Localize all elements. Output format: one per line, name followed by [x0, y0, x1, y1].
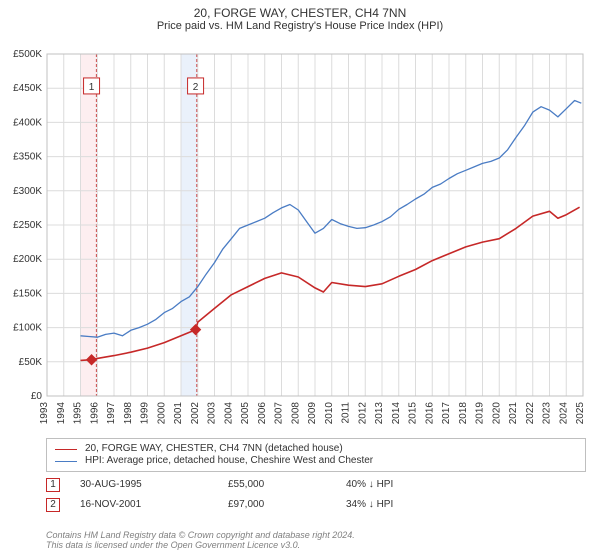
- svg-text:2012: 2012: [357, 402, 368, 425]
- svg-text:£300K: £300K: [13, 186, 42, 197]
- svg-text:£200K: £200K: [13, 254, 42, 265]
- sale-date: 30-AUG-1995: [80, 479, 220, 491]
- svg-text:£500K: £500K: [13, 49, 42, 60]
- svg-text:£100K: £100K: [13, 323, 42, 334]
- svg-text:2008: 2008: [290, 402, 301, 425]
- svg-text:£250K: £250K: [13, 220, 42, 231]
- svg-text:2014: 2014: [391, 402, 402, 425]
- svg-text:£50K: £50K: [19, 357, 43, 368]
- svg-text:£450K: £450K: [13, 83, 42, 94]
- sale-price: £97,000: [228, 499, 338, 511]
- svg-text:2004: 2004: [223, 402, 234, 425]
- legend-item: HPI: Average price, detached house, Ches…: [55, 455, 577, 467]
- attribution-footer: Contains HM Land Registry data © Crown c…: [46, 530, 355, 550]
- svg-text:2002: 2002: [190, 402, 201, 425]
- sale-diff: 40% ↓ HPI: [346, 479, 393, 491]
- svg-text:2006: 2006: [257, 402, 268, 425]
- svg-text:2018: 2018: [458, 402, 469, 425]
- sale-price: £55,000: [228, 479, 338, 491]
- sale-marker: 2: [46, 498, 60, 512]
- svg-text:1993: 1993: [39, 402, 50, 425]
- svg-text:2016: 2016: [424, 402, 435, 425]
- sales-table: 1 30-AUG-1995 £55,000 40% ↓ HPI 2 16-NOV-2001…: [46, 478, 393, 518]
- svg-text:2000: 2000: [156, 402, 167, 425]
- svg-text:2003: 2003: [207, 402, 218, 425]
- legend-swatch: [55, 461, 77, 462]
- svg-text:2017: 2017: [441, 402, 452, 425]
- svg-text:£150K: £150K: [13, 288, 42, 299]
- svg-text:2021: 2021: [508, 402, 519, 425]
- svg-text:£350K: £350K: [13, 152, 42, 163]
- legend-label: 20, FORGE WAY, CHESTER, CH4 7NN (detache…: [85, 443, 343, 455]
- svg-text:2010: 2010: [324, 402, 335, 425]
- sale-row: 1 30-AUG-1995 £55,000 40% ↓ HPI: [46, 478, 393, 492]
- svg-text:1999: 1999: [140, 402, 151, 425]
- footer-line: This data is licensed under the Open Gov…: [46, 540, 355, 550]
- svg-text:1998: 1998: [123, 402, 134, 425]
- legend-swatch: [55, 449, 77, 450]
- footer-line: Contains HM Land Registry data © Crown c…: [46, 530, 355, 540]
- sale-row: 2 16-NOV-2001 £97,000 34% ↓ HPI: [46, 498, 393, 512]
- svg-text:2007: 2007: [274, 402, 285, 425]
- svg-text:2020: 2020: [491, 402, 502, 425]
- svg-text:2009: 2009: [307, 402, 318, 425]
- svg-text:2025: 2025: [575, 402, 586, 425]
- chart-legend: 20, FORGE WAY, CHESTER, CH4 7NN (detache…: [46, 438, 586, 472]
- svg-text:1996: 1996: [89, 402, 100, 425]
- svg-text:2001: 2001: [173, 402, 184, 425]
- svg-text:2015: 2015: [408, 402, 419, 425]
- svg-text:1995: 1995: [73, 402, 84, 425]
- chart-title: 20, FORGE WAY, CHESTER, CH4 7NN: [0, 6, 600, 20]
- sale-diff: 34% ↓ HPI: [346, 499, 393, 511]
- svg-text:1994: 1994: [56, 402, 67, 425]
- svg-text:2024: 2024: [558, 402, 569, 425]
- svg-text:£400K: £400K: [13, 117, 42, 128]
- svg-text:2019: 2019: [475, 402, 486, 425]
- price-chart: £0 £50K £100K £150K £200K £250K £300K £350K £400…: [0, 48, 600, 434]
- sale-marker: 1: [46, 478, 60, 492]
- chart-subtitle: Price paid vs. HM Land Registry's House …: [0, 20, 600, 32]
- legend-item: 20, FORGE WAY, CHESTER, CH4 7NN (detache…: [55, 443, 577, 455]
- sale-date: 16-NOV-2001: [80, 499, 220, 511]
- svg-text:1: 1: [89, 82, 95, 93]
- svg-text:2005: 2005: [240, 402, 251, 425]
- svg-text:2023: 2023: [542, 402, 553, 425]
- svg-text:2: 2: [193, 82, 199, 93]
- svg-text:2011: 2011: [341, 402, 352, 424]
- legend-label: HPI: Average price, detached house, Ches…: [85, 455, 373, 467]
- svg-text:2013: 2013: [374, 402, 385, 425]
- svg-text:2022: 2022: [525, 402, 536, 425]
- svg-text:£0: £0: [31, 391, 43, 402]
- svg-text:1997: 1997: [106, 402, 117, 425]
